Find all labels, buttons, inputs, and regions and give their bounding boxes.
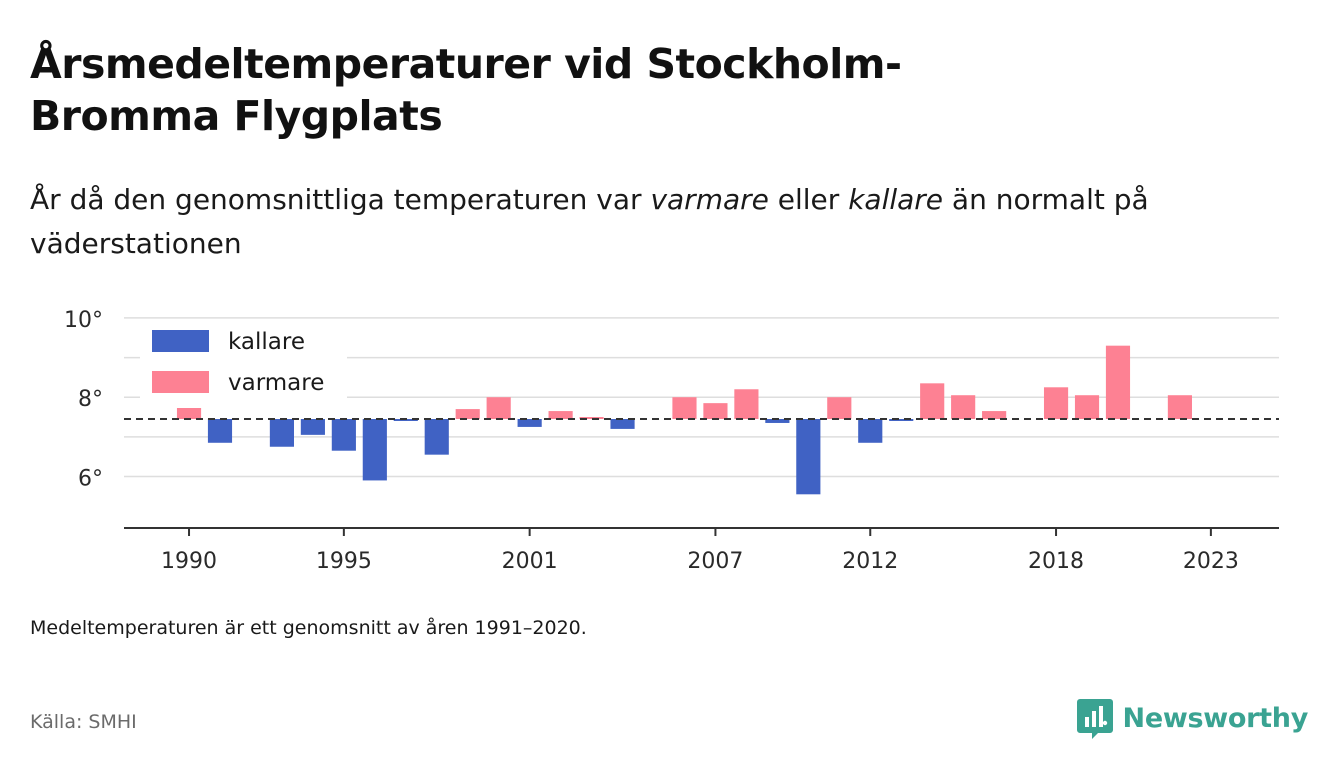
bar-2000: [486, 397, 511, 419]
y-gridlines: 6° 8° 10°: [64, 308, 1279, 491]
x-tick-label: 1990: [161, 549, 217, 574]
bar-2019: [1074, 395, 1100, 419]
legend-swatch-varmare: [152, 371, 209, 393]
bar-2006: [672, 397, 697, 419]
subtitle-text-3: än normalt på väderstationen: [30, 183, 1149, 260]
bar-2018: [1043, 387, 1069, 419]
x-tick-label: 2018: [1028, 549, 1084, 574]
bar-2014: [920, 383, 945, 419]
bar-2001: [517, 419, 542, 427]
brand-name: Newsworthy: [1122, 702, 1309, 734]
bar-1998: [424, 419, 449, 455]
bar-2015: [951, 395, 976, 419]
chart-subtitle: År då den genomsnittliga temperaturen va…: [30, 178, 1310, 266]
bar-2022: [1167, 395, 1192, 419]
bar-2003: [579, 417, 604, 419]
legend-swatch-kallare: [152, 330, 209, 352]
newsworthy-brand[interactable]: Newsworthy: [1076, 697, 1309, 739]
legend: kallare varmare: [140, 326, 347, 408]
y-tick-label: 10°: [64, 308, 103, 333]
chart-title: Årsmedeltemperaturer vid Stockholm-Bromm…: [30, 40, 902, 140]
x-tick-label: 2012: [842, 549, 898, 574]
bars: [176, 345, 1192, 495]
bar-2012: [858, 419, 883, 443]
legend-label-kallare: kallare: [228, 329, 305, 355]
subtitle-text-1: År då den genomsnittliga temperaturen va…: [30, 183, 651, 216]
bar-2010: [796, 419, 821, 495]
bar-2013: [889, 419, 914, 421]
footnote: Medeltemperaturen är ett genomsnitt av å…: [30, 617, 587, 639]
y-tick-label: 8°: [78, 387, 103, 412]
bar-1994: [300, 419, 325, 435]
x-tick-label: 2007: [687, 549, 743, 574]
x-tick-label: 2023: [1183, 549, 1239, 574]
bar-2009: [765, 419, 790, 423]
bar-1999: [455, 409, 480, 419]
source-credit: Källa: SMHI: [30, 711, 137, 733]
bar-1991: [207, 419, 233, 443]
temperature-bar-chart: 6° 8° 10° 1990 1995 2001 2007 2012 2018 2023 kal…: [64, 308, 1279, 574]
bar-2008: [734, 389, 759, 419]
subtitle-text-2: eller: [768, 183, 849, 216]
bar-1996: [362, 419, 387, 481]
bar-2002: [548, 411, 573, 419]
x-tick-label: 2001: [502, 549, 558, 574]
subtitle-warm-word: varmare: [650, 183, 769, 216]
y-tick-label: 6°: [78, 466, 103, 491]
x-axis: 1990 1995 2001 2007 2012 2018 2023: [124, 527, 1279, 574]
subtitle-cold-word: kallare: [848, 183, 944, 216]
bar-2020: [1105, 345, 1131, 419]
newsworthy-logo-icon: [1076, 699, 1113, 739]
bar-1995: [331, 419, 356, 451]
x-tick-label: 1995: [316, 549, 372, 574]
bar-2007: [703, 403, 728, 419]
bar-1993: [269, 419, 294, 447]
bar-2016: [982, 411, 1007, 419]
bar-1990: [176, 407, 202, 419]
bar-2011: [827, 397, 852, 419]
bar-2004: [610, 419, 635, 429]
legend-label-varmare: varmare: [228, 370, 324, 396]
